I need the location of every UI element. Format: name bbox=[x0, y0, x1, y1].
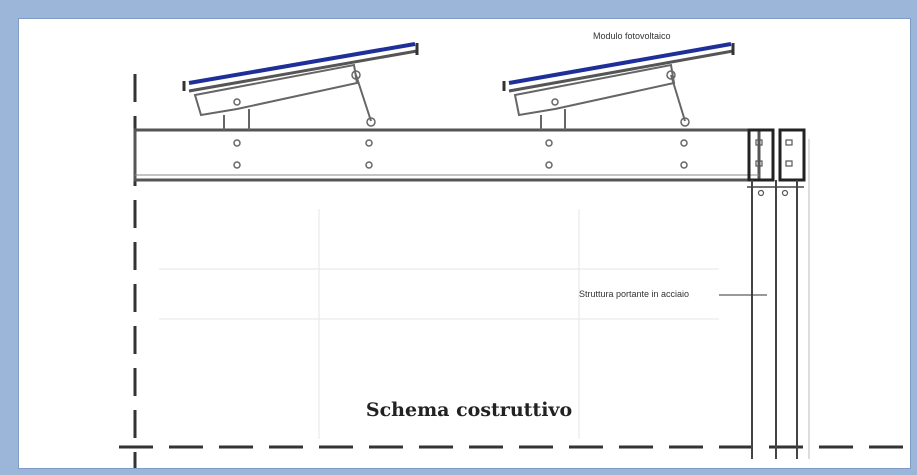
diagram-panel: Modulo fotovoltaico Struttura portante i… bbox=[18, 18, 911, 469]
solar-module-left bbox=[182, 42, 419, 130]
steel-columns bbox=[747, 128, 810, 459]
structure-label: Struttura portante in acciaio bbox=[579, 289, 689, 299]
diagram-caption: Schema costruttivo bbox=[365, 399, 573, 421]
beam-bolts bbox=[233, 139, 688, 169]
background-sketch bbox=[159, 209, 719, 439]
module-label: Modulo fotovoltaico bbox=[593, 31, 671, 41]
horizontal-beam bbox=[133, 128, 761, 182]
column-bolts bbox=[755, 139, 793, 197]
solar-module-right bbox=[502, 42, 735, 130]
construction-diagram: Modulo fotovoltaico Struttura portante i… bbox=[119, 31, 910, 468]
